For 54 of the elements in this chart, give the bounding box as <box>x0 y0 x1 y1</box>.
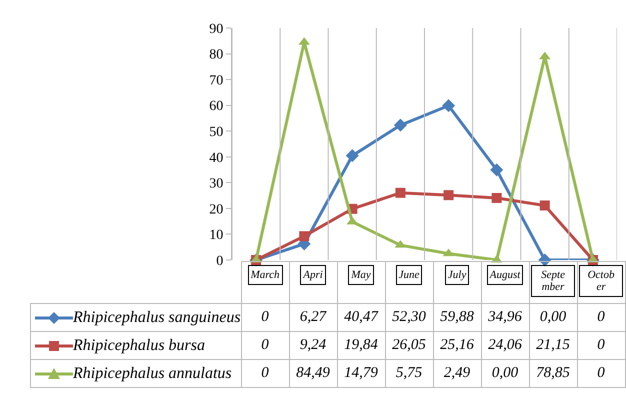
data-label: 5,75 <box>385 360 434 388</box>
data-label: 0 <box>241 360 290 388</box>
legend-label: Rhipicephalus sanguineus <box>73 308 241 326</box>
data-label: 21,15 <box>529 332 578 360</box>
point <box>395 188 406 198</box>
data-label: 6,27 <box>289 304 338 332</box>
y-tick-label: 50 <box>209 125 224 140</box>
y-tick-label: 10 <box>209 228 224 244</box>
data-label: 40,47 <box>337 304 386 332</box>
x-tick-label: May <box>348 265 374 285</box>
data-label: 25,16 <box>433 332 482 360</box>
x-tick-label: March <box>248 265 282 285</box>
data-label: 0 <box>577 360 626 388</box>
data-label: 14,79 <box>337 360 386 388</box>
point <box>442 99 456 112</box>
x-tick-label: Septe mber <box>531 265 576 297</box>
data-label: 59,88 <box>433 304 482 332</box>
point <box>394 118 407 132</box>
x-tick-label: Octob er <box>579 265 624 297</box>
point <box>346 149 359 162</box>
x-tick-label: June <box>396 265 422 285</box>
data-label: 2,49 <box>433 360 482 388</box>
x-tick-label: July <box>444 265 470 285</box>
legend-label: Rhipicephalus annulatus <box>73 364 232 382</box>
data-label: 9,24 <box>289 332 338 360</box>
legend-label: Rhipicephalus bursa <box>73 336 205 354</box>
point <box>540 200 550 210</box>
x-tick-label: August <box>486 265 524 285</box>
x-tick-label: Apri <box>300 265 326 285</box>
y-tick-label: 30 <box>209 176 224 192</box>
data-label: 19,84 <box>337 332 386 360</box>
y-tick-label: 90 <box>209 22 224 37</box>
y-tick-label: 20 <box>209 202 224 218</box>
point <box>490 163 504 176</box>
point <box>299 231 310 242</box>
y-tick-label: 0 <box>216 254 224 269</box>
y-tick-label: 70 <box>209 73 224 88</box>
data-label: 0,00 <box>529 304 578 332</box>
data-label: 52,30 <box>385 304 434 332</box>
data-label: 0 <box>241 332 290 360</box>
data-label: 78,85 <box>529 360 578 388</box>
data-label: 0 <box>577 304 626 332</box>
data-label: 0,00 <box>481 360 530 388</box>
data-label: 84,49 <box>289 360 338 388</box>
data-label: 0 <box>577 332 626 360</box>
data-label: 34,96 <box>481 304 530 332</box>
data-label: 0 <box>241 304 290 332</box>
data-label: 26,05 <box>385 332 434 360</box>
y-tick-label: 40 <box>209 150 224 166</box>
point <box>444 190 454 200</box>
point <box>492 192 502 203</box>
data-label: 24,06 <box>481 332 530 360</box>
y-tick-label: 60 <box>209 99 224 114</box>
y-tick-label: 80 <box>209 48 224 63</box>
